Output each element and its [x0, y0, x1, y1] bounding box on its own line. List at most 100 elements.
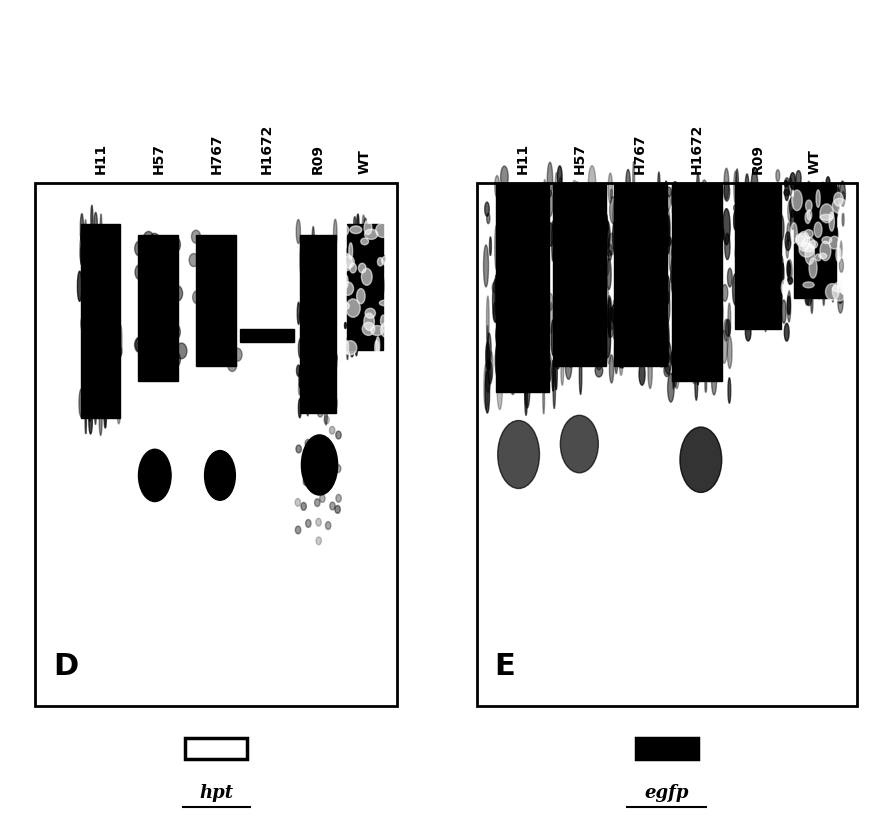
Ellipse shape [667, 187, 671, 197]
Ellipse shape [489, 351, 493, 380]
Ellipse shape [109, 377, 112, 391]
Ellipse shape [822, 237, 832, 243]
Text: WT: WT [358, 149, 372, 174]
Ellipse shape [666, 328, 668, 354]
Ellipse shape [200, 299, 210, 312]
Ellipse shape [330, 332, 333, 355]
Ellipse shape [785, 232, 791, 251]
Ellipse shape [90, 335, 94, 349]
Ellipse shape [607, 325, 610, 364]
Ellipse shape [675, 237, 678, 256]
Bar [347, 224, 383, 350]
Ellipse shape [842, 212, 844, 226]
Ellipse shape [821, 208, 824, 228]
Ellipse shape [599, 341, 602, 365]
Ellipse shape [682, 184, 685, 197]
Ellipse shape [818, 242, 819, 255]
Ellipse shape [295, 499, 300, 506]
Ellipse shape [565, 347, 572, 379]
Ellipse shape [329, 502, 336, 510]
Ellipse shape [203, 348, 212, 360]
Ellipse shape [99, 402, 102, 436]
Ellipse shape [696, 340, 699, 385]
Ellipse shape [822, 190, 828, 214]
Ellipse shape [736, 299, 739, 310]
Ellipse shape [373, 246, 376, 267]
Ellipse shape [208, 349, 216, 363]
Ellipse shape [834, 187, 840, 204]
Ellipse shape [715, 197, 718, 239]
Ellipse shape [558, 221, 561, 259]
Ellipse shape [650, 279, 653, 308]
Ellipse shape [142, 285, 153, 300]
Ellipse shape [110, 349, 113, 383]
Ellipse shape [557, 166, 562, 188]
Text: egfp: egfp [645, 784, 689, 803]
Ellipse shape [607, 259, 611, 290]
Ellipse shape [189, 253, 198, 266]
Ellipse shape [547, 293, 554, 311]
Ellipse shape [544, 354, 547, 364]
Ellipse shape [798, 232, 810, 251]
Ellipse shape [698, 212, 703, 237]
Ellipse shape [526, 327, 532, 369]
Ellipse shape [316, 537, 321, 544]
Ellipse shape [748, 320, 753, 329]
Ellipse shape [316, 518, 321, 526]
Ellipse shape [86, 297, 88, 330]
Ellipse shape [615, 336, 618, 374]
Ellipse shape [774, 188, 778, 204]
Ellipse shape [728, 303, 731, 336]
Ellipse shape [668, 374, 674, 402]
Ellipse shape [512, 324, 516, 334]
Text: R09: R09 [311, 144, 325, 174]
Ellipse shape [695, 361, 698, 400]
Ellipse shape [721, 330, 728, 364]
Ellipse shape [667, 216, 670, 253]
Ellipse shape [716, 241, 722, 250]
Ellipse shape [306, 465, 312, 472]
Ellipse shape [528, 218, 535, 242]
Ellipse shape [804, 237, 806, 254]
Ellipse shape [222, 300, 230, 314]
Ellipse shape [381, 255, 385, 262]
Ellipse shape [803, 249, 806, 273]
Ellipse shape [823, 234, 826, 252]
Text: R09: R09 [751, 144, 765, 174]
Ellipse shape [608, 233, 615, 255]
Ellipse shape [157, 263, 168, 279]
Ellipse shape [501, 193, 507, 222]
Ellipse shape [306, 520, 311, 527]
Ellipse shape [97, 388, 100, 402]
Ellipse shape [684, 286, 691, 315]
Ellipse shape [701, 247, 705, 268]
Ellipse shape [108, 382, 110, 390]
Ellipse shape [599, 266, 603, 300]
Ellipse shape [671, 349, 678, 367]
Ellipse shape [380, 328, 382, 338]
Ellipse shape [788, 296, 790, 315]
Ellipse shape [832, 283, 834, 289]
Ellipse shape [536, 316, 538, 332]
Ellipse shape [95, 244, 99, 266]
Ellipse shape [330, 335, 334, 350]
Ellipse shape [360, 311, 363, 327]
Ellipse shape [768, 201, 772, 209]
Ellipse shape [335, 355, 337, 369]
Ellipse shape [826, 227, 831, 248]
Ellipse shape [712, 359, 717, 395]
Ellipse shape [540, 283, 544, 320]
Ellipse shape [629, 243, 637, 273]
Ellipse shape [508, 224, 509, 237]
Ellipse shape [823, 275, 827, 295]
Ellipse shape [708, 253, 713, 283]
Ellipse shape [781, 300, 786, 323]
Ellipse shape [822, 183, 824, 193]
Ellipse shape [93, 295, 94, 330]
Ellipse shape [493, 302, 498, 323]
Ellipse shape [766, 189, 767, 208]
Ellipse shape [704, 231, 711, 266]
Ellipse shape [751, 170, 758, 201]
Ellipse shape [312, 227, 314, 256]
Ellipse shape [113, 281, 115, 309]
